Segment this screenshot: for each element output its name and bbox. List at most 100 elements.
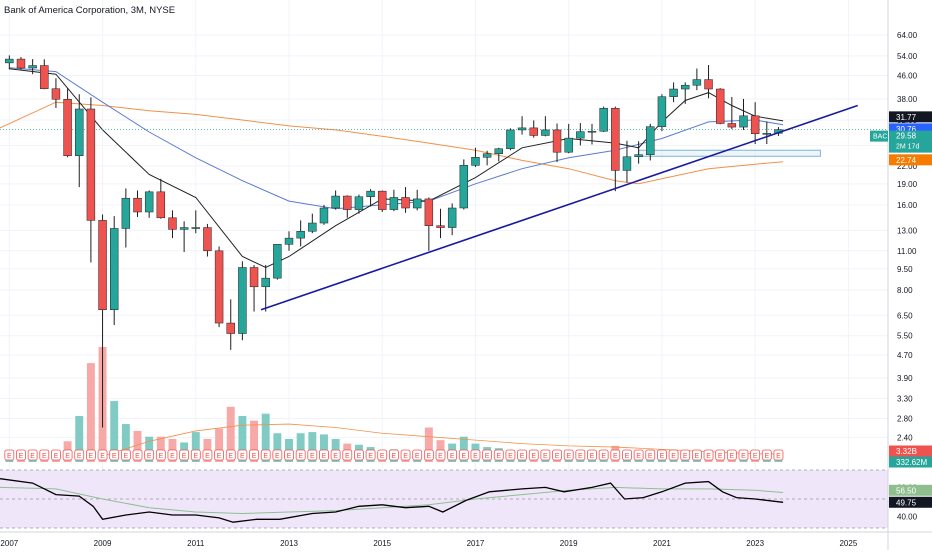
earnings-marker[interactable]: E — [540, 449, 551, 461]
earnings-marker[interactable]: E — [726, 449, 737, 461]
earnings-marker[interactable]: E — [703, 449, 714, 461]
earnings-badge[interactable] — [528, 449, 539, 461]
earnings-marker[interactable]: E — [167, 449, 178, 461]
earnings-badge[interactable] — [284, 449, 294, 461]
earnings-marker[interactable]: E — [412, 449, 423, 461]
earnings-marker[interactable]: E — [598, 449, 609, 461]
earnings-badge[interactable] — [575, 449, 586, 461]
range-box[interactable] — [638, 149, 821, 157]
earnings-marker[interactable]: E — [74, 449, 85, 461]
earnings-marker[interactable]: E — [39, 449, 50, 461]
earnings-badge[interactable] — [167, 449, 178, 461]
earnings-marker[interactable]: E — [447, 449, 458, 461]
earnings-marker[interactable]: E — [51, 449, 61, 461]
earnings-badge[interactable] — [412, 449, 423, 461]
earnings-badge[interactable] — [4, 449, 15, 461]
support-trendline[interactable] — [260, 104, 858, 311]
earnings-badge[interactable] — [39, 449, 50, 461]
earnings-badge[interactable] — [598, 449, 609, 461]
earnings-marker[interactable]: E — [319, 449, 329, 461]
earnings-marker[interactable]: E — [773, 449, 784, 461]
earnings-badge[interactable] — [132, 449, 143, 461]
earnings-badge[interactable] — [97, 449, 108, 461]
earnings-marker[interactable]: E — [458, 449, 469, 461]
earnings-badge[interactable] — [354, 449, 364, 461]
earnings-badge[interactable] — [237, 449, 248, 461]
earnings-marker[interactable]: E — [482, 449, 493, 461]
earnings-badge[interactable] — [738, 449, 749, 461]
range-box[interactable] — [638, 149, 821, 157]
earnings-badge[interactable] — [668, 449, 679, 461]
earnings-marker[interactable]: E — [761, 449, 772, 461]
earnings-marker[interactable]: E — [225, 449, 236, 461]
earnings-marker[interactable]: E — [249, 449, 259, 461]
earnings-marker[interactable]: E — [750, 449, 761, 461]
earnings-badge[interactable] — [295, 449, 306, 461]
earnings-marker[interactable]: E — [552, 449, 562, 461]
earnings-badge[interactable] — [680, 449, 691, 461]
earnings-marker[interactable]: E — [622, 449, 632, 461]
earnings-badge[interactable] — [447, 449, 458, 461]
earnings-marker[interactable]: E — [27, 449, 38, 461]
earnings-badge[interactable] — [773, 449, 784, 461]
earnings-marker[interactable]: E — [470, 449, 481, 461]
earnings-marker[interactable]: E — [680, 449, 691, 461]
earnings-badge[interactable] — [85, 449, 96, 461]
earnings-badge[interactable] — [610, 449, 621, 461]
earnings-marker[interactable]: E — [179, 449, 190, 461]
earnings-marker[interactable]: E — [365, 449, 376, 461]
earnings-badge[interactable] — [342, 449, 353, 461]
earnings-marker[interactable]: E — [493, 449, 504, 461]
earnings-badge[interactable] — [540, 449, 551, 461]
earnings-marker[interactable]: E — [505, 449, 516, 461]
earnings-marker[interactable]: E — [388, 449, 399, 461]
earnings-marker[interactable]: E — [354, 449, 364, 461]
earnings-badge[interactable] — [249, 449, 259, 461]
earnings-marker[interactable]: E — [132, 449, 143, 461]
earnings-marker[interactable]: E — [633, 449, 644, 461]
earnings-badge[interactable] — [260, 449, 271, 461]
earnings-badge[interactable] — [330, 449, 341, 461]
earnings-badge[interactable] — [470, 449, 481, 461]
earnings-badge[interactable] — [179, 449, 190, 461]
earnings-marker[interactable]: E — [657, 449, 667, 461]
earnings-badge[interactable] — [587, 449, 597, 461]
earnings-marker[interactable]: E — [214, 449, 224, 461]
earnings-marker[interactable]: E — [400, 449, 411, 461]
earnings-badge[interactable] — [144, 449, 155, 461]
price-axis[interactable]: 64.0054.0046.0038.0032.0026.0022.0019.00… — [870, 0, 932, 550]
earnings-marker[interactable]: E — [284, 449, 294, 461]
earnings-marker[interactable]: E — [563, 449, 574, 461]
earnings-marker[interactable]: E — [715, 449, 726, 461]
earnings-marker[interactable]: E — [109, 449, 120, 461]
earnings-marker[interactable]: E — [528, 449, 539, 461]
earnings-badge[interactable] — [400, 449, 411, 461]
earnings-badge[interactable] — [388, 449, 399, 461]
earnings-badge[interactable] — [365, 449, 376, 461]
earnings-badge[interactable] — [493, 449, 504, 461]
earnings-badge[interactable] — [74, 449, 85, 461]
earnings-marker[interactable]: E — [202, 449, 213, 461]
earnings-badge[interactable] — [482, 449, 493, 461]
earnings-marker[interactable]: E — [610, 449, 621, 461]
earnings-badge[interactable] — [202, 449, 213, 461]
earnings-marker[interactable]: E — [342, 449, 353, 461]
earnings-marker[interactable]: E — [645, 449, 656, 461]
earnings-marker[interactable]: E — [295, 449, 306, 461]
earnings-badge[interactable] — [109, 449, 120, 461]
earnings-marker[interactable]: E — [691, 449, 702, 461]
earnings-marker[interactable]: E — [435, 449, 446, 461]
earnings-marker[interactable]: E — [423, 449, 434, 461]
earnings-marker[interactable]: E — [517, 449, 527, 461]
earnings-marker[interactable]: E — [330, 449, 341, 461]
earnings-badge[interactable] — [214, 449, 224, 461]
earnings-marker[interactable]: E — [587, 449, 597, 461]
earnings-badge[interactable] — [27, 449, 38, 461]
earnings-badge[interactable] — [691, 449, 702, 461]
earnings-badge[interactable] — [319, 449, 329, 461]
earnings-badge[interactable] — [51, 449, 61, 461]
earnings-badge[interactable] — [750, 449, 761, 461]
earnings-badge[interactable] — [726, 449, 737, 461]
